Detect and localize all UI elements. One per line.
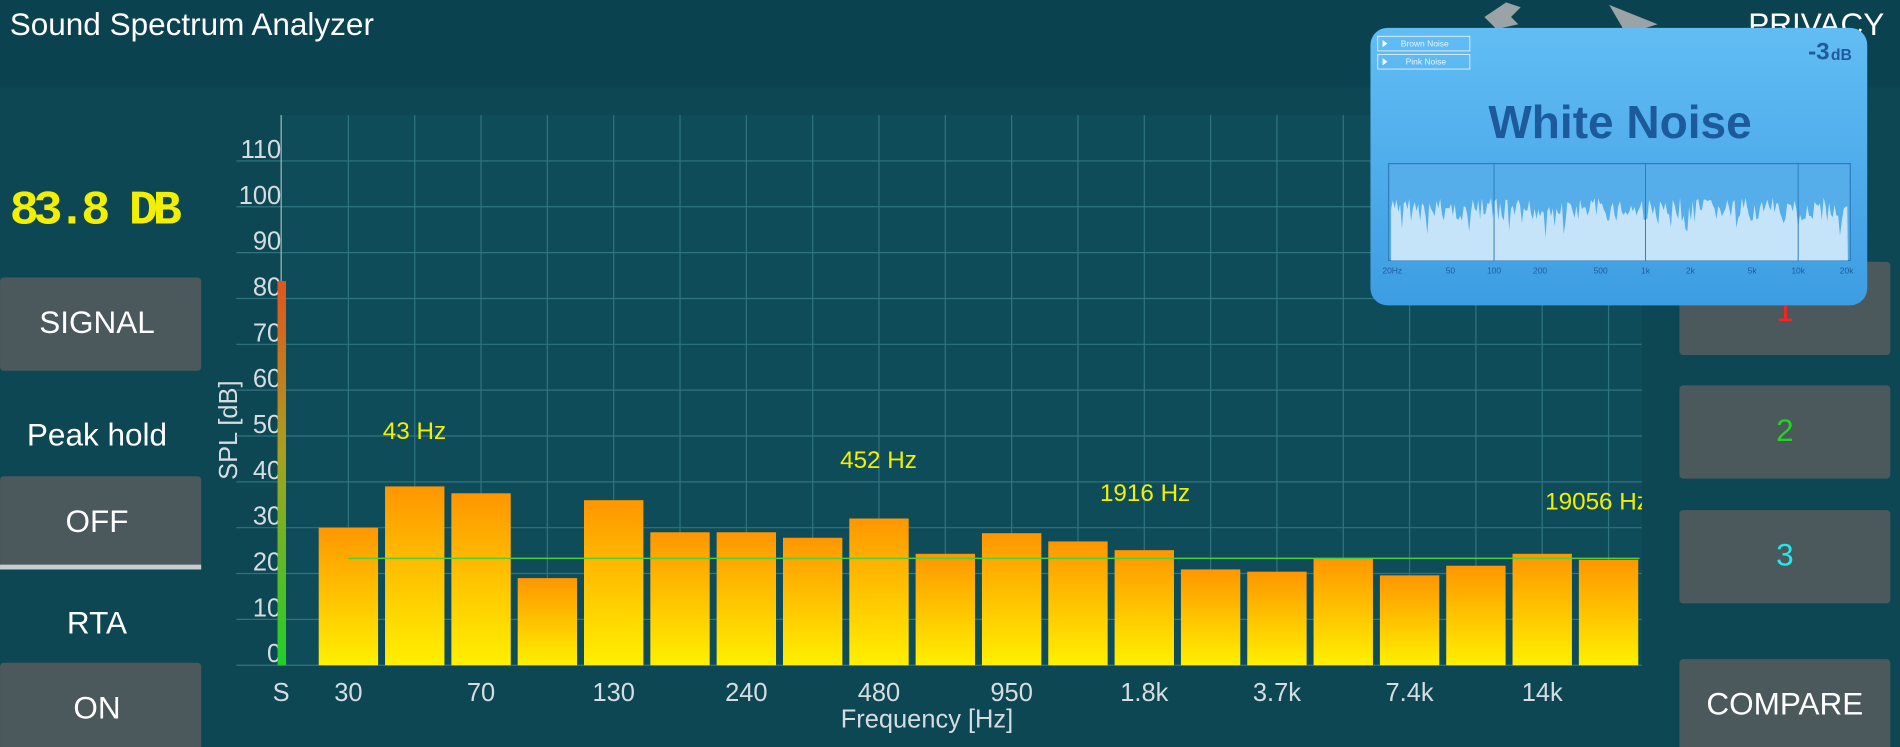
bar [1379, 575, 1440, 666]
widget-axis-label: 5k [1748, 266, 1758, 276]
x-tick-label: 30 [334, 679, 362, 707]
y-tick-label: 30 [253, 503, 281, 531]
x-tick-label: 3.7k [1253, 679, 1301, 707]
bar [517, 578, 578, 666]
signal-level-bar [277, 281, 286, 666]
bar [1446, 565, 1506, 666]
widget-axis-label: 1k [1641, 266, 1651, 276]
widget-axis-label: 200 [1533, 266, 1547, 276]
bar [318, 527, 379, 666]
widget-axis-label: 20k [1840, 266, 1854, 276]
x-tick-label: 130 [592, 679, 634, 707]
peak-annotation: 1916 Hz [1100, 480, 1190, 507]
peak-annotation: 19056 Hz [1545, 488, 1649, 515]
widget-axis-label: 10k [1791, 266, 1805, 276]
x-tick-label: 1.8k [1120, 679, 1168, 707]
peak-annotation: 43 Hz [383, 418, 446, 445]
bar [1247, 571, 1307, 666]
widget-axis-label: 100 [1487, 266, 1501, 276]
widget-axis-label: 20Hz [1382, 266, 1402, 276]
bar [1313, 558, 1373, 666]
y-tick-label: 100 [239, 182, 281, 210]
bar [849, 518, 909, 666]
bar [915, 553, 975, 666]
y-tick-label: 110 [241, 136, 282, 164]
play-icon [1382, 58, 1388, 66]
spectrum-chart: SPL [dB] Frequency [Hz] 0102030405060708… [215, 115, 1649, 734]
y-tick-label: 10 [253, 594, 281, 622]
widget-axis-label: 2k [1686, 266, 1696, 276]
y-tick-label: 90 [253, 228, 281, 256]
rta-button-label: ON [73, 689, 120, 725]
bar [1512, 553, 1572, 666]
button-underline [0, 564, 202, 570]
widget-title: White Noise [1488, 96, 1751, 148]
annotations: 43 Hz 452 Hz 1916 Hz 19056 Hz [383, 418, 1649, 515]
bar [1114, 550, 1174, 666]
settings-icon[interactable] [1484, 2, 1521, 30]
preset-button[interactable] [1377, 54, 1471, 70]
bar [584, 500, 644, 666]
level-display: 83.8 DB [10, 184, 182, 239]
memory-button-2[interactable] [1679, 385, 1891, 479]
play-icon [1382, 39, 1388, 48]
preset-label: Brown Noise [1401, 38, 1449, 48]
y-tick-label: 50 [253, 411, 281, 439]
peak-hold-button[interactable] [0, 476, 202, 569]
widget-axis-label: 50 [1446, 266, 1456, 276]
y-tick-label: 60 [253, 365, 281, 393]
y-tick-label: 20 [253, 549, 281, 577]
rta-label: RTA [67, 605, 127, 641]
bar [782, 537, 843, 666]
x-tick-label: 14k [1522, 679, 1563, 707]
gain-value: -3 [1808, 39, 1830, 66]
y-axis-label: SPL [dB] [215, 380, 243, 479]
bar [451, 493, 511, 666]
preset-button[interactable] [1377, 35, 1471, 52]
x-tick-label: 70 [467, 679, 495, 707]
compare-button[interactable] [1679, 659, 1891, 747]
x-tick-label: 480 [858, 679, 900, 707]
bar [716, 532, 777, 666]
noise-waveform [1391, 197, 1848, 261]
y-tick-label: 70 [253, 319, 281, 347]
memory-button-3-label: 3 [1776, 537, 1794, 573]
peak-hold-label: Peak hold [27, 417, 167, 453]
app-title: Sound Spectrum Analyzer [10, 6, 374, 42]
noise-widget[interactable]: Brown Noise Pink Noise -3 dB White Noise… [1370, 27, 1868, 306]
rta-button[interactable] [0, 662, 202, 747]
bar [385, 486, 445, 666]
y-tick-label: 80 [253, 274, 281, 302]
x-tick-label: 7.4k [1386, 679, 1434, 707]
y-tick-label: 40 [253, 457, 281, 485]
bar [981, 533, 1042, 666]
bar [1048, 541, 1108, 666]
memory-button-3[interactable] [1679, 510, 1891, 604]
peak-hold-button-label: OFF [65, 503, 128, 539]
peak-annotation: 452 Hz [840, 447, 917, 474]
bar [650, 532, 710, 666]
signal-tick-label: S [273, 679, 290, 707]
memory-button-2-label: 2 [1776, 412, 1794, 448]
preset-label: Pink Noise [1406, 57, 1447, 67]
widget-axis-label: 500 [1594, 266, 1608, 276]
bar [1578, 559, 1639, 666]
signal-button-label: SIGNAL [39, 304, 155, 340]
compare-button-label: COMPARE [1706, 686, 1863, 722]
share-icon[interactable] [1609, 4, 1658, 34]
bar [1180, 569, 1241, 666]
x-axis-label: Frequency [Hz] [841, 706, 1013, 734]
x-tick-label: 950 [990, 679, 1032, 707]
gain-unit: dB [1831, 47, 1852, 64]
x-tick-label: 240 [725, 679, 767, 707]
signal-button[interactable] [0, 277, 202, 371]
